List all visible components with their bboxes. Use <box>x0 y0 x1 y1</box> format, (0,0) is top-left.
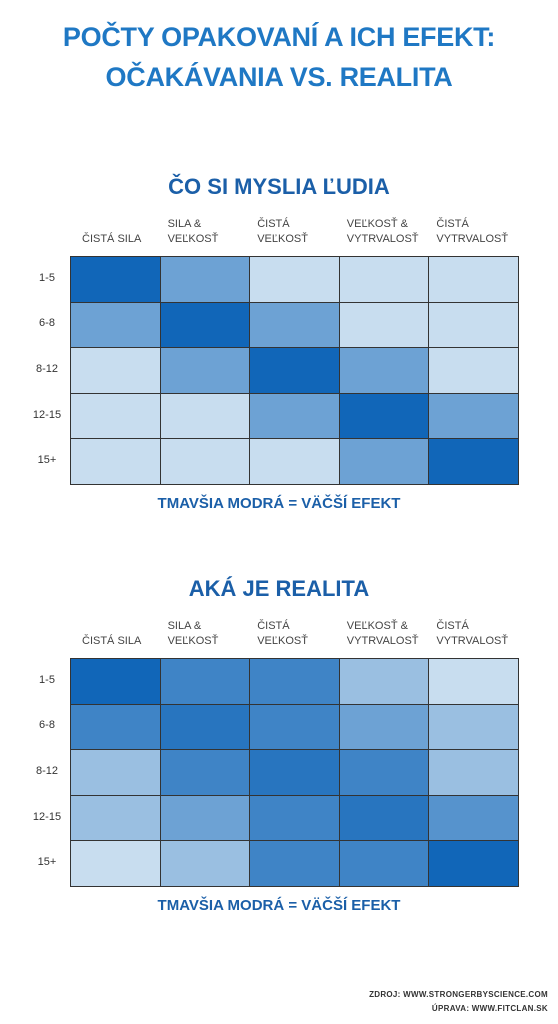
heat-cell <box>70 347 161 394</box>
heat-cell <box>159 703 251 751</box>
heat-cell <box>428 438 519 485</box>
heat-cell <box>249 703 340 751</box>
caption: TMAVŠIA MODRÁ = VÄČŠÍ EFEKT <box>157 495 401 512</box>
heat-cell <box>249 392 340 440</box>
heat-cell <box>249 658 340 705</box>
heat-cell <box>428 658 519 705</box>
row-label: 1-5 <box>39 673 55 686</box>
column-label: VEĽKOSŤ & VYTRVALOSŤ <box>346 218 419 245</box>
heat-cell <box>70 703 161 751</box>
column-label: SILA & VEĽKOSŤ <box>167 620 219 647</box>
heat-cell <box>428 347 519 394</box>
heat-cell <box>338 794 430 842</box>
heat-cell <box>70 256 161 303</box>
row-label: 15+ <box>37 856 57 869</box>
heat-cell <box>249 256 340 303</box>
heat-cell <box>70 392 161 440</box>
heat-cell <box>249 438 340 485</box>
heat-cell <box>428 749 519 796</box>
heat-cell <box>159 794 251 842</box>
heat-cell <box>338 658 430 705</box>
heat-cell <box>428 840 519 887</box>
chart-subtitle: ČO SI MYSLIA ĽUDIA <box>168 174 390 199</box>
heat-cell <box>159 392 251 440</box>
heat-cell <box>159 840 251 887</box>
heat-cell <box>159 347 251 394</box>
column-label: ČISTÁ VEĽKOSŤ <box>257 620 308 647</box>
heat-cell <box>249 347 340 394</box>
heat-cell <box>159 256 251 303</box>
heat-cell <box>70 749 161 796</box>
column-label: ČISTÁ VYTRVALOSŤ <box>436 620 509 647</box>
row-label: 1-5 <box>39 271 55 284</box>
row-label: 12-15 <box>32 408 62 421</box>
heat-cell <box>159 438 251 485</box>
column-label: SILA & VEĽKOSŤ <box>167 218 219 245</box>
caption: TMAVŠIA MODRÁ = VÄČŠÍ EFEKT <box>157 897 401 914</box>
heat-cell <box>159 749 251 796</box>
heat-cell <box>338 438 430 485</box>
row-label: 6-8 <box>39 719 55 732</box>
heat-cell <box>70 840 161 887</box>
heat-cell <box>338 703 430 751</box>
edit-credit: ÚPRAVA: WWW.FITCLAN.SK <box>431 1004 548 1013</box>
heat-cell <box>338 749 430 796</box>
heat-cell <box>428 256 519 303</box>
heat-cell <box>338 301 430 349</box>
row-label: 12-15 <box>32 810 62 823</box>
heat-cell <box>70 794 161 842</box>
column-label: VEĽKOSŤ & VYTRVALOSŤ <box>346 620 419 647</box>
heat-cell <box>249 840 340 887</box>
heat-cell <box>249 301 340 349</box>
chart-subtitle: AKÁ JE REALITA <box>188 576 370 601</box>
heat-cell <box>159 301 251 349</box>
heat-cell <box>338 840 430 887</box>
heat-cell <box>159 658 251 705</box>
heat-cell <box>70 658 161 705</box>
heat-cell <box>338 392 430 440</box>
row-label: 15+ <box>37 454 57 467</box>
column-label: ČISTÁ VEĽKOSŤ <box>257 218 308 245</box>
heat-cell <box>70 301 161 349</box>
title-line: POČTY OPAKOVANÍ A ICH EFEKT: <box>62 22 496 52</box>
source: ZDROJ: WWW.STRONGERBYSCIENCE.COM <box>369 990 548 999</box>
heat-cell <box>428 703 519 751</box>
heat-cell <box>428 301 519 349</box>
row-label: 8-12 <box>35 765 59 777</box>
heat-cell <box>428 794 519 842</box>
title-line: OČAKÁVANIA VS. REALITA <box>105 62 453 92</box>
heat-cell <box>249 749 340 796</box>
column-label: ČISTÁ VYTRVALOSŤ <box>436 218 509 245</box>
heat-cell <box>338 347 430 394</box>
heat-cell <box>249 794 340 842</box>
heat-cell <box>338 256 430 303</box>
column-label: ČISTÁ SILA <box>82 635 142 647</box>
row-label: 8-12 <box>35 363 59 375</box>
row-label: 6-8 <box>39 317 55 330</box>
heat-cell <box>70 438 161 485</box>
column-label: ČISTÁ SILA <box>82 233 142 245</box>
heat-cell <box>428 392 519 440</box>
